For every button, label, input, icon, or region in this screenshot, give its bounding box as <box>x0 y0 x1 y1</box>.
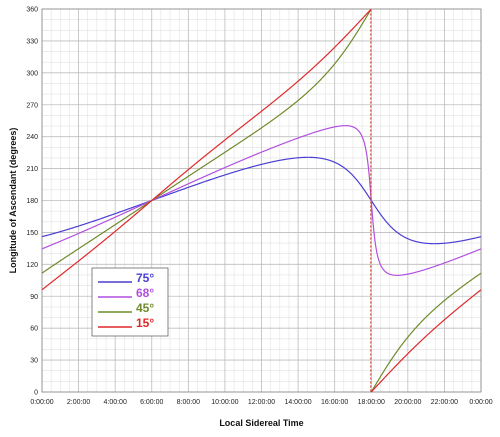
y-tick-label: 270 <box>26 102 38 109</box>
x-tick-label: 12:00:00 <box>248 399 275 406</box>
x-tick-label: 0:00:00 <box>469 399 492 406</box>
legend-label: 15° <box>136 316 154 330</box>
x-tick-label: 18:00:00 <box>358 399 385 406</box>
y-tick-label: 150 <box>26 230 38 237</box>
series-layer <box>41 8 482 393</box>
y-tick-label: 300 <box>26 70 38 77</box>
y-tick-label: 180 <box>26 198 38 205</box>
y-tick-label: 90 <box>30 294 38 301</box>
x-tick-labels: 0:00:00 2:00:00 4:00:00 6:00:00 8:00:00 10:00… <box>30 399 492 406</box>
y-tick-label: 30 <box>30 358 38 365</box>
legend-label: 68° <box>136 286 154 300</box>
series-line-75 <box>41 156 482 245</box>
series-line-68 <box>41 125 482 276</box>
x-tick-label: 14:00:00 <box>284 399 311 406</box>
series-line-15 <box>370 289 482 393</box>
y-tick-label: 360 <box>26 7 38 14</box>
y-tick-label: 240 <box>26 134 38 141</box>
y-tick-label: 210 <box>26 166 38 173</box>
x-axis-title: Local Sidereal Time <box>219 418 303 428</box>
x-tick-label: 16:00:00 <box>321 399 348 406</box>
x-tick-label: 20:00:00 <box>394 399 421 406</box>
legend: 75°68°45°15° <box>91 267 169 337</box>
y-tick-labels: 0 30 60 90 120 150 180 210 240 270 300 330 360 <box>26 7 38 397</box>
x-tick-label: 4:00:00 <box>103 399 126 406</box>
series-line-45 <box>41 9 372 274</box>
y-tick-label: 120 <box>26 262 38 269</box>
legend-label: 45° <box>136 301 154 315</box>
x-tick-label: 0:00:00 <box>30 399 53 406</box>
y-tick-label: 60 <box>30 326 38 333</box>
series-line-15 <box>41 8 372 291</box>
plot-border <box>41 8 482 393</box>
legend-label: 75° <box>136 271 154 285</box>
x-tick-label: 6:00:00 <box>140 399 163 406</box>
x-tick-label: 22:00:00 <box>431 399 458 406</box>
x-tick-label: 8:00:00 <box>177 399 200 406</box>
x-tick-label: 2:00:00 <box>67 399 90 406</box>
legend-box <box>91 267 169 337</box>
x-tick-label: 10:00:00 <box>211 399 238 406</box>
y-tick-label: 0 <box>34 390 38 397</box>
y-axis-title: Longitude of Ascendant (degrees) <box>8 128 18 274</box>
y-tick-label: 330 <box>26 38 38 45</box>
series-line-45 <box>370 272 482 393</box>
